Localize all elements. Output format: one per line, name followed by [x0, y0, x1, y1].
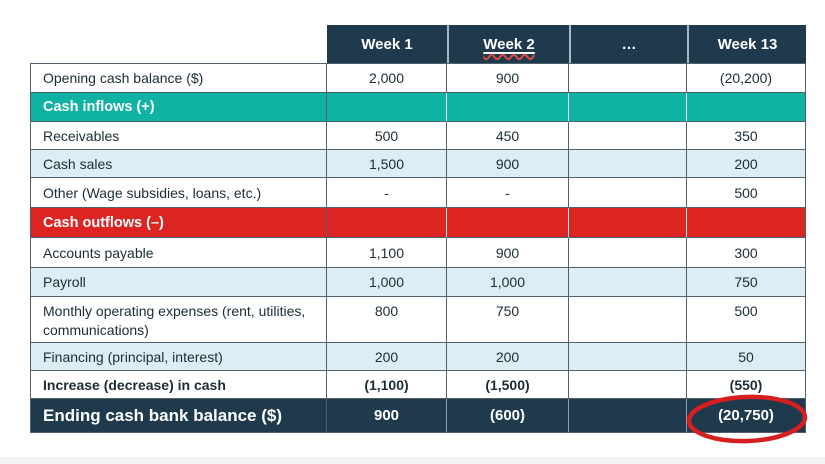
- cell-week2: [447, 208, 569, 238]
- cell-middle: [569, 150, 687, 178]
- row-label: Accounts payable: [30, 238, 327, 268]
- column-header-ellipsis: …: [569, 25, 687, 63]
- row-financing: Financing (principal, interest) 200 200 …: [30, 343, 806, 371]
- cell-week2: -: [447, 178, 569, 208]
- bottom-strip: [0, 457, 825, 464]
- cell-middle: [569, 343, 687, 371]
- column-header-week-2: Week 2: [447, 25, 569, 63]
- row-section-cash-outflows: Cash outflows (–): [30, 208, 806, 238]
- cell-week2: 900: [447, 150, 569, 178]
- column-header-week-13: Week 13: [687, 25, 806, 63]
- cell-middle: [569, 93, 687, 122]
- row-accounts-payable: Accounts payable 1,100 900 300: [30, 238, 806, 268]
- cell-week2: 450: [447, 122, 569, 150]
- cash-flow-table: Week 1 Week 2 … Week 13 Opening cash bal…: [30, 25, 806, 433]
- section-label: Cash inflows (+): [30, 93, 327, 122]
- cell-week13: (20,200): [687, 63, 806, 93]
- cell-week13: [687, 208, 806, 238]
- cell-week2: [447, 93, 569, 122]
- cell-week1: 1,500: [327, 150, 447, 178]
- row-label: Cash sales: [30, 150, 327, 178]
- cell-week13: 750: [687, 268, 806, 297]
- row-label: Payroll: [30, 268, 327, 297]
- cell-middle: [569, 399, 687, 433]
- row-label: Receivables: [30, 122, 327, 150]
- cell-week2: (1,500): [447, 371, 569, 399]
- cell-middle: [569, 297, 687, 343]
- cell-week13: [687, 93, 806, 122]
- row-label: Opening cash balance ($): [30, 63, 327, 93]
- spellcheck-squiggle: Week 2: [483, 35, 535, 53]
- cell-week1: 200: [327, 343, 447, 371]
- cell-week2: 900: [447, 238, 569, 268]
- cell-middle: [569, 122, 687, 150]
- cell-week2: 900: [447, 63, 569, 93]
- cell-week13: 500: [687, 178, 806, 208]
- row-payroll: Payroll 1,000 1,000 750: [30, 268, 806, 297]
- cell-week2: (600): [447, 399, 569, 433]
- cell-week1: (1,100): [327, 371, 447, 399]
- cell-week2: 1,000: [447, 268, 569, 297]
- row-label: Other (Wage subsidies, loans, etc.): [30, 178, 327, 208]
- section-label: Cash outflows (–): [30, 208, 327, 238]
- cell-week13: 350: [687, 122, 806, 150]
- cell-middle: [569, 63, 687, 93]
- row-section-cash-inflows: Cash inflows (+): [30, 93, 806, 122]
- row-ending-cash-bank-balance: Ending cash bank balance ($) 900 (600) (…: [30, 399, 806, 433]
- row-label: Increase (decrease) in cash: [30, 371, 327, 399]
- cell-week1: 900: [327, 399, 447, 433]
- cell-week1: 800: [327, 297, 447, 343]
- row-other: Other (Wage subsidies, loans, etc.) - - …: [30, 178, 806, 208]
- cell-week1: 1,100: [327, 238, 447, 268]
- row-label: Ending cash bank balance ($): [30, 399, 327, 433]
- cell-middle: [569, 178, 687, 208]
- column-header-blank: [30, 25, 327, 63]
- cell-middle: [569, 268, 687, 297]
- table-header-row: Week 1 Week 2 … Week 13: [30, 25, 806, 63]
- row-cash-sales: Cash sales 1,500 900 200: [30, 150, 806, 178]
- cell-week1: [327, 208, 447, 238]
- cell-week13: 200: [687, 150, 806, 178]
- cell-week13: 300: [687, 238, 806, 268]
- row-label: Financing (principal, interest): [30, 343, 327, 371]
- cell-week1: 1,000: [327, 268, 447, 297]
- cell-week2: 750: [447, 297, 569, 343]
- row-opening-cash-balance: Opening cash balance ($) 2,000 900 (20,2…: [30, 63, 806, 93]
- cell-week13: (20,750): [687, 399, 806, 433]
- row-receivables: Receivables 500 450 350: [30, 122, 806, 150]
- cell-week1: [327, 93, 447, 122]
- row-label: Monthly operating expenses (rent, utilit…: [30, 297, 327, 343]
- row-monthly-operating-expenses: Monthly operating expenses (rent, utilit…: [30, 297, 806, 343]
- cell-week13: 50: [687, 343, 806, 371]
- cell-week13: 500: [687, 297, 806, 343]
- cell-week1: -: [327, 178, 447, 208]
- cell-middle: [569, 238, 687, 268]
- cell-week1: 500: [327, 122, 447, 150]
- cell-week1: 2,000: [327, 63, 447, 93]
- row-increase-decrease-in-cash: Increase (decrease) in cash (1,100) (1,5…: [30, 371, 806, 399]
- cell-week13: (550): [687, 371, 806, 399]
- cell-week2: 200: [447, 343, 569, 371]
- cell-middle: [569, 208, 687, 238]
- column-header-week-1: Week 1: [327, 25, 447, 63]
- cell-middle: [569, 371, 687, 399]
